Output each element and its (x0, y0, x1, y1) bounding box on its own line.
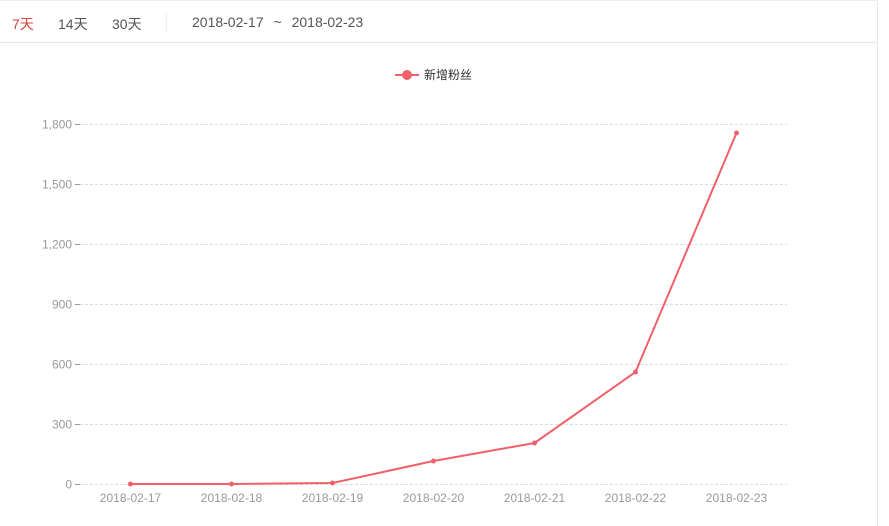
x-tick-label: 2018-02-19 (302, 491, 364, 505)
x-tick-label: 2018-02-20 (403, 491, 465, 505)
data-point (330, 480, 335, 486)
y-tick-label: 0 (65, 478, 72, 492)
data-point (128, 481, 133, 487)
date-range[interactable]: 2018-02-17 ~ 2018-02-23 (192, 14, 363, 30)
y-tick-label: 1,500 (42, 178, 72, 192)
x-tick-label: 2018-02-21 (504, 491, 566, 505)
legend-marker (402, 70, 412, 80)
tab-14-days[interactable]: 14天 (58, 16, 88, 32)
data-point (734, 130, 739, 136)
series-line (130, 132, 738, 485)
date-end: 2018-02-23 (291, 14, 364, 30)
data-point (633, 369, 638, 375)
legend-label: 新增粉丝 (424, 67, 472, 82)
tab-7-days[interactable]: 7天 (12, 16, 34, 32)
x-tick-label: 2018-02-23 (706, 491, 768, 505)
y-tick-label: 900 (52, 298, 72, 312)
x-tick-label: 2018-02-22 (605, 491, 667, 505)
divider (166, 14, 167, 32)
y-tick-label: 600 (52, 358, 72, 372)
x-tick-label: 2018-02-17 (100, 491, 162, 505)
y-tick-label: 300 (52, 418, 72, 432)
x-tick-label: 2018-02-18 (201, 491, 263, 505)
date-separator: ~ (273, 14, 282, 30)
toolbar: 7天 14天 30天 2018-02-17 ~ 2018-02-23 (0, 0, 877, 43)
tab-30-days[interactable]: 30天 (112, 16, 142, 32)
y-tick-label: 1,800 (42, 118, 72, 132)
data-point (229, 481, 234, 487)
data-point (431, 458, 436, 464)
data-point (532, 440, 537, 446)
y-tick-label: 1,200 (42, 238, 72, 252)
date-start: 2018-02-17 (192, 14, 264, 30)
